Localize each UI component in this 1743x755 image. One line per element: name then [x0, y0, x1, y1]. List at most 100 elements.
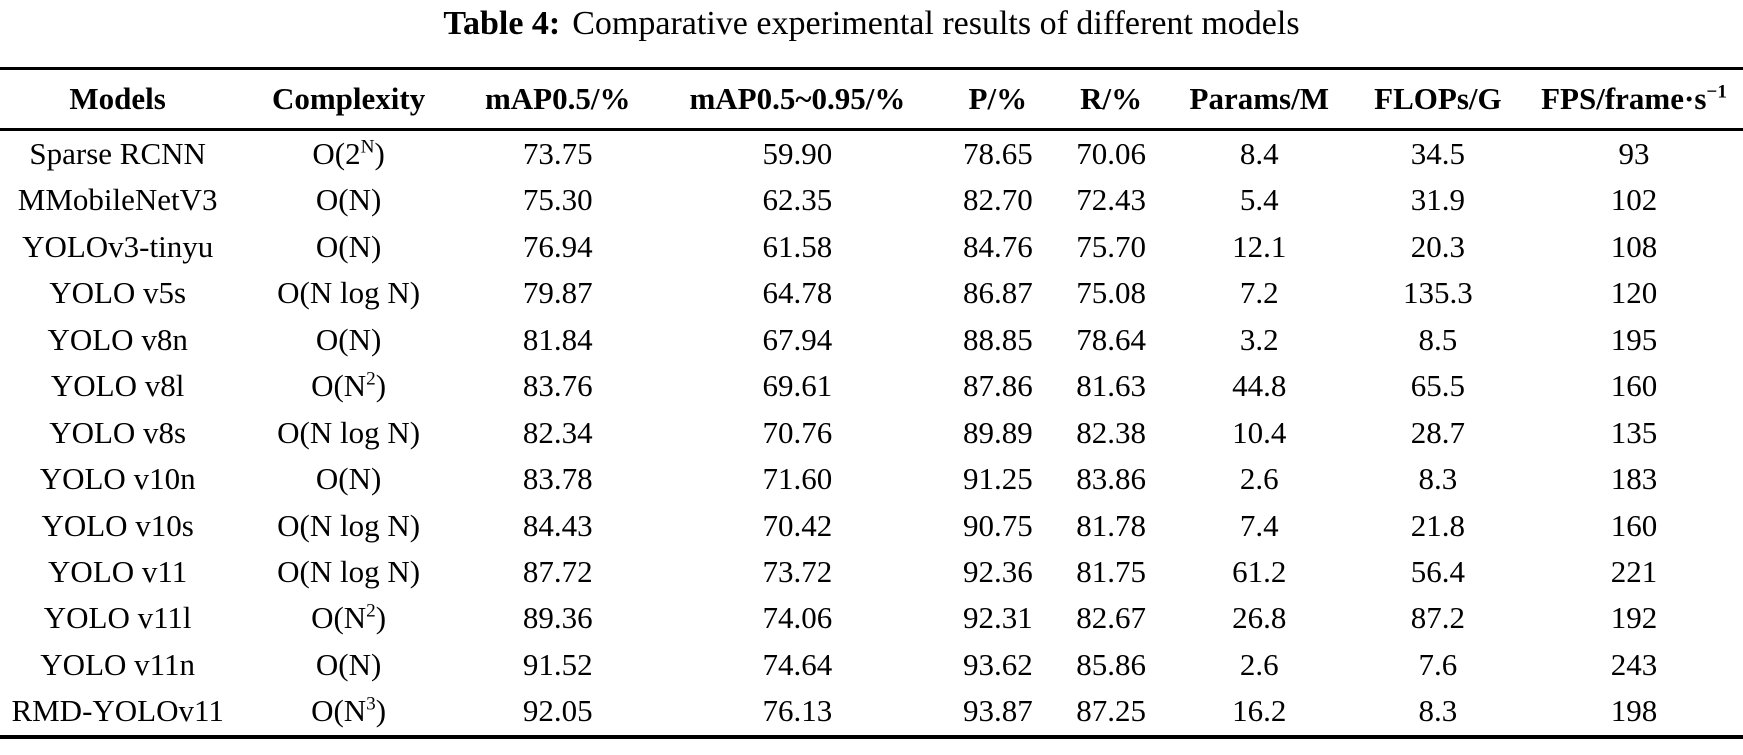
- cell-map50: 79.87: [522, 275, 593, 311]
- cell-flops: 65.5: [1410, 368, 1466, 404]
- cell-model: YOLO v8n: [47, 321, 188, 357]
- cell-flops: 8.3: [1418, 693, 1458, 729]
- cell-map5095: 76.13: [762, 693, 833, 729]
- cell-model: RMD-YOLOv11: [11, 693, 224, 729]
- cell-r: 82.38: [1076, 414, 1146, 450]
- cell-fps: 243: [1610, 646, 1658, 682]
- table-row: RMD-YOLOv11 O(N3) 92.05 76.13 93.87 87.25 16.2…: [0, 688, 1743, 736]
- cell-map5095: 59.90: [762, 136, 833, 171]
- cell-p: 88.85: [962, 321, 1033, 357]
- cell-map5095: 74.06: [762, 600, 833, 636]
- cell-flops: 28.7: [1410, 414, 1466, 450]
- cell-r: 70.06: [1076, 136, 1146, 171]
- cell-model: Sparse RCNN: [29, 136, 206, 171]
- table-caption-label: Table 4:: [443, 5, 561, 42]
- cell-r: 81.63: [1076, 368, 1146, 404]
- cell-map5095: 70.76: [762, 414, 833, 450]
- cell-params: 44.8: [1232, 368, 1287, 404]
- table-row: YOLO v8s O(N log N) 82.34 70.76 89.89 82.38 10…: [0, 410, 1743, 456]
- cell-flops: 34.5: [1410, 136, 1466, 171]
- cell-map50: 81.84: [522, 321, 593, 357]
- cell-map50: 84.43: [522, 507, 593, 543]
- cell-r: 75.08: [1076, 275, 1146, 311]
- cell-params: 7.2: [1239, 275, 1279, 311]
- cell-complexity: O(N): [315, 182, 382, 218]
- cell-r: 82.67: [1076, 600, 1146, 636]
- cell-p: 89.89: [962, 414, 1033, 450]
- cell-params: 26.8: [1232, 600, 1287, 636]
- table-row: YOLO v10n O(N) 83.78 71.60 91.25 83.86 2.6 8.3 1…: [0, 456, 1743, 502]
- cell-p: 87.86: [962, 368, 1033, 404]
- column-header-r: R/%: [1054, 68, 1168, 131]
- table-caption: Table 4: Comparative experimental results…: [0, 0, 1743, 45]
- cell-flops: 31.9: [1410, 182, 1466, 218]
- column-header-params: Params/M: [1167, 68, 1351, 131]
- cell-map50: 83.76: [522, 368, 593, 404]
- cell-complexity: O(N): [315, 646, 382, 682]
- cell-flops: 7.6: [1418, 646, 1458, 682]
- cell-complexity: O(2N): [312, 136, 385, 171]
- cell-r: 81.78: [1076, 507, 1146, 543]
- cell-complexity: O(N): [315, 228, 382, 264]
- cell-p: 93.62: [962, 646, 1033, 682]
- cell-flops: 8.5: [1418, 321, 1458, 357]
- cell-fps: 198: [1610, 693, 1658, 729]
- cell-fps: 135: [1610, 414, 1658, 450]
- column-header-complexity: Complexity: [235, 68, 462, 131]
- table-row: YOLO v10s O(N log N) 84.43 70.42 90.75 81.78 7…: [0, 503, 1743, 549]
- table-row: YOLO v11 O(N log N) 87.72 73.72 92.36 81.75 61…: [0, 549, 1743, 595]
- cell-map5095: 71.60: [762, 461, 833, 497]
- cell-map50: 76.94: [522, 228, 593, 264]
- cell-complexity: O(N log N): [277, 553, 421, 589]
- cell-r: 83.86: [1076, 461, 1146, 497]
- cell-params: 2.6: [1239, 646, 1279, 682]
- cell-map50: 83.78: [522, 461, 593, 497]
- cell-map5095: 61.58: [762, 228, 833, 264]
- table-row: YOLO v5s O(N log N) 79.87 64.78 86.87 75.08 7.…: [0, 270, 1743, 316]
- cell-p: 93.87: [962, 693, 1033, 729]
- cell-map50: 87.72: [522, 553, 593, 589]
- cell-map5095: 70.42: [762, 507, 833, 543]
- cell-map50: 82.34: [522, 414, 593, 450]
- table-caption-text: Comparative experimental results of diff…: [572, 5, 1300, 42]
- cell-map5095: 67.94: [762, 321, 833, 357]
- cell-params: 10.4: [1232, 414, 1287, 450]
- cell-p: 84.76: [962, 228, 1033, 264]
- cell-model: YOLO v5s: [49, 275, 187, 311]
- cell-params: 12.1: [1232, 228, 1287, 264]
- table-row: YOLO v8l O(N2) 83.76 69.61 87.86 81.63 44.8 65.…: [0, 363, 1743, 409]
- cell-fps: 108: [1610, 228, 1658, 264]
- cell-fps: 183: [1610, 461, 1658, 497]
- cell-flops: 21.8: [1410, 507, 1466, 543]
- cell-map50: 92.05: [522, 693, 593, 729]
- cell-model: YOLO v11n: [40, 646, 195, 682]
- cell-map5095: 74.64: [762, 646, 833, 682]
- cell-complexity: O(N3): [311, 693, 387, 729]
- table-row: YOLOv3-tinyu O(N) 76.94 61.58 84.76 75.70 12.1…: [0, 224, 1743, 270]
- cell-r: 72.43: [1076, 182, 1146, 218]
- cell-fps: 102: [1610, 182, 1658, 218]
- column-header-p: P/%: [941, 68, 1055, 131]
- table-body: Sparse RCNN O(2N) 73.75 59.90 78.65 70.06 8.4 3…: [0, 130, 1743, 737]
- cell-map5095: 73.72: [762, 553, 833, 589]
- cell-fps: 195: [1610, 321, 1658, 357]
- cell-p: 86.87: [962, 275, 1033, 311]
- cell-complexity: O(N): [315, 321, 382, 357]
- cell-p: 92.31: [962, 600, 1033, 636]
- cell-params: 3.2: [1239, 321, 1279, 357]
- cell-r: 81.75: [1076, 553, 1146, 589]
- header-row: Models Complexity mAP0.5/% mAP0.5~0.95/% P/%…: [0, 68, 1743, 131]
- cell-model: YOLO v10s: [41, 507, 194, 543]
- cell-complexity: O(N2): [311, 600, 387, 636]
- cell-complexity: O(N log N): [277, 507, 421, 543]
- cell-flops: 56.4: [1410, 553, 1466, 589]
- cell-fps: 120: [1610, 275, 1658, 311]
- column-header-flops: FLOPs/G: [1350, 68, 1526, 131]
- cell-params: 7.4: [1239, 507, 1279, 543]
- cell-flops: 8.3: [1418, 461, 1458, 497]
- cell-map5095: 62.35: [762, 182, 833, 218]
- cell-r: 87.25: [1076, 693, 1146, 729]
- cell-fps: 93: [1618, 136, 1650, 171]
- cell-map50: 75.30: [522, 182, 593, 218]
